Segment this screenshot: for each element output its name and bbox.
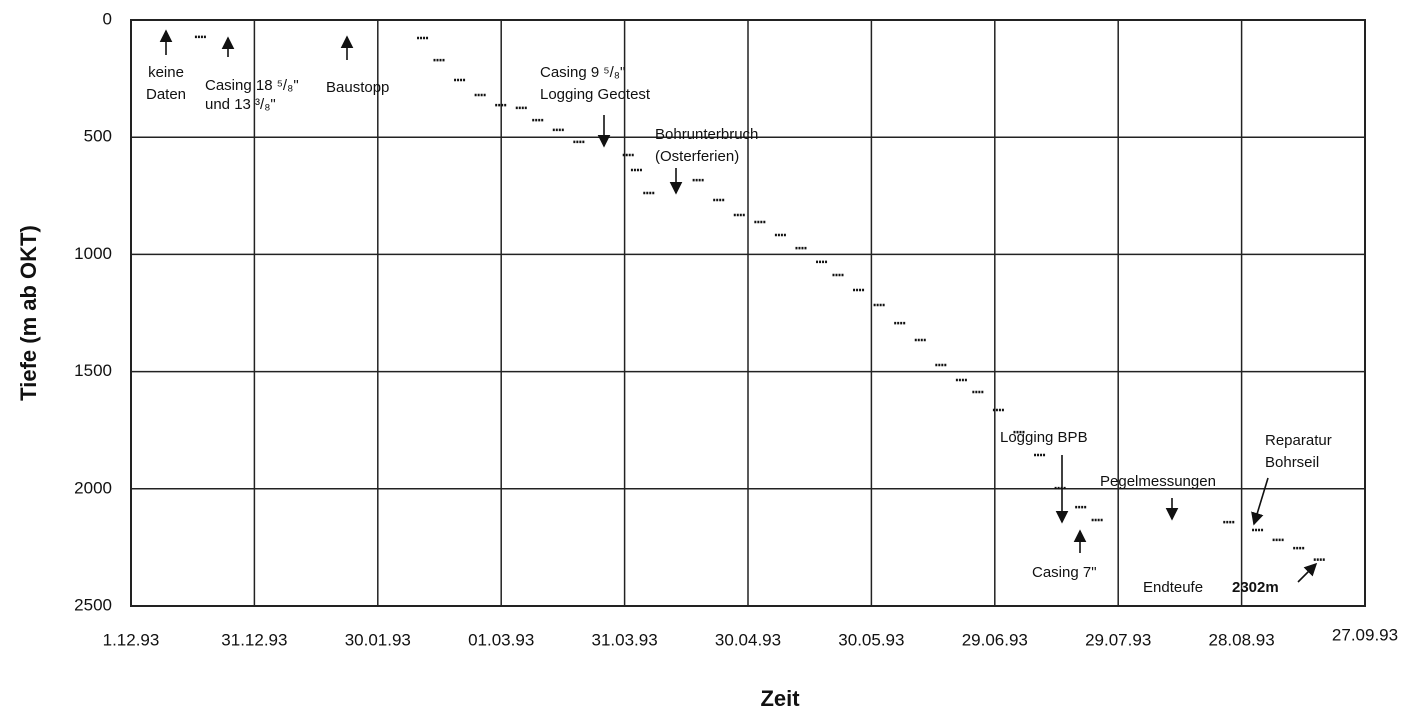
arrow [1297, 562, 1318, 583]
plot: 0 500 1000 1500 2000 2500 1.12.93 31.12.93 30.01… [74, 9, 1398, 649]
arrow [1251, 477, 1269, 526]
x-tick-label: 29.06.93 [962, 630, 1028, 649]
annotation: Logging Geotest [540, 86, 651, 103]
annotation: Reparatur [1265, 432, 1332, 449]
annotation: Logging BPB [1000, 429, 1088, 446]
annotation: (Osterferien) [655, 148, 739, 165]
x-tick-label: 31.12.93 [221, 630, 287, 649]
x-tick-label: 1.12.93 [103, 630, 160, 649]
annotation: Endteufe [1143, 579, 1203, 596]
x-tick-label: 31.03.93 [592, 630, 658, 649]
annotation: 2302m [1232, 579, 1279, 596]
x-tick-label: 29.07.93 [1085, 630, 1151, 649]
annotations: keine Daten Casing 18 ⁵/₈" und 13 ³/₈" B… [146, 29, 1332, 596]
x-tick-label: 01.03.93 [468, 630, 534, 649]
y-tick-label: 2000 [74, 478, 112, 497]
annotation: keine [148, 64, 184, 81]
y-tick-label: 500 [84, 127, 112, 146]
plot-frame [130, 19, 1366, 607]
y-axis-label: Tiefe (m ab OKT) [16, 225, 41, 401]
annotation: Casing 18 ⁵/₈" [205, 77, 299, 94]
x-tick-label: 30.04.93 [715, 630, 781, 649]
annotation: Casing 7" [1032, 564, 1097, 581]
annotation: Daten [146, 86, 186, 103]
annotation: Pegelmessungen [1100, 473, 1216, 490]
annotation: und 13 ³/₈" [205, 96, 276, 113]
y-tick-label: 0 [103, 9, 112, 28]
x-tick-label: 30.05.93 [838, 630, 904, 649]
x-axis-label: Zeit [760, 686, 800, 711]
x-tick-label: 30.01.93 [345, 630, 411, 649]
y-tick-label: 1000 [74, 244, 112, 263]
x-tick-label: 27.09.93 [1332, 625, 1398, 644]
annotation: Baustopp [326, 79, 389, 96]
x-tick-label: 28.08.93 [1209, 630, 1275, 649]
y-tick-label: 2500 [74, 595, 112, 614]
annotation: Bohrunterbruch [655, 126, 758, 143]
annotation: Bohrseil [1265, 454, 1319, 471]
y-tick-label: 1500 [74, 361, 112, 380]
annotation: Casing 9 ⁵/₈" [540, 64, 625, 81]
